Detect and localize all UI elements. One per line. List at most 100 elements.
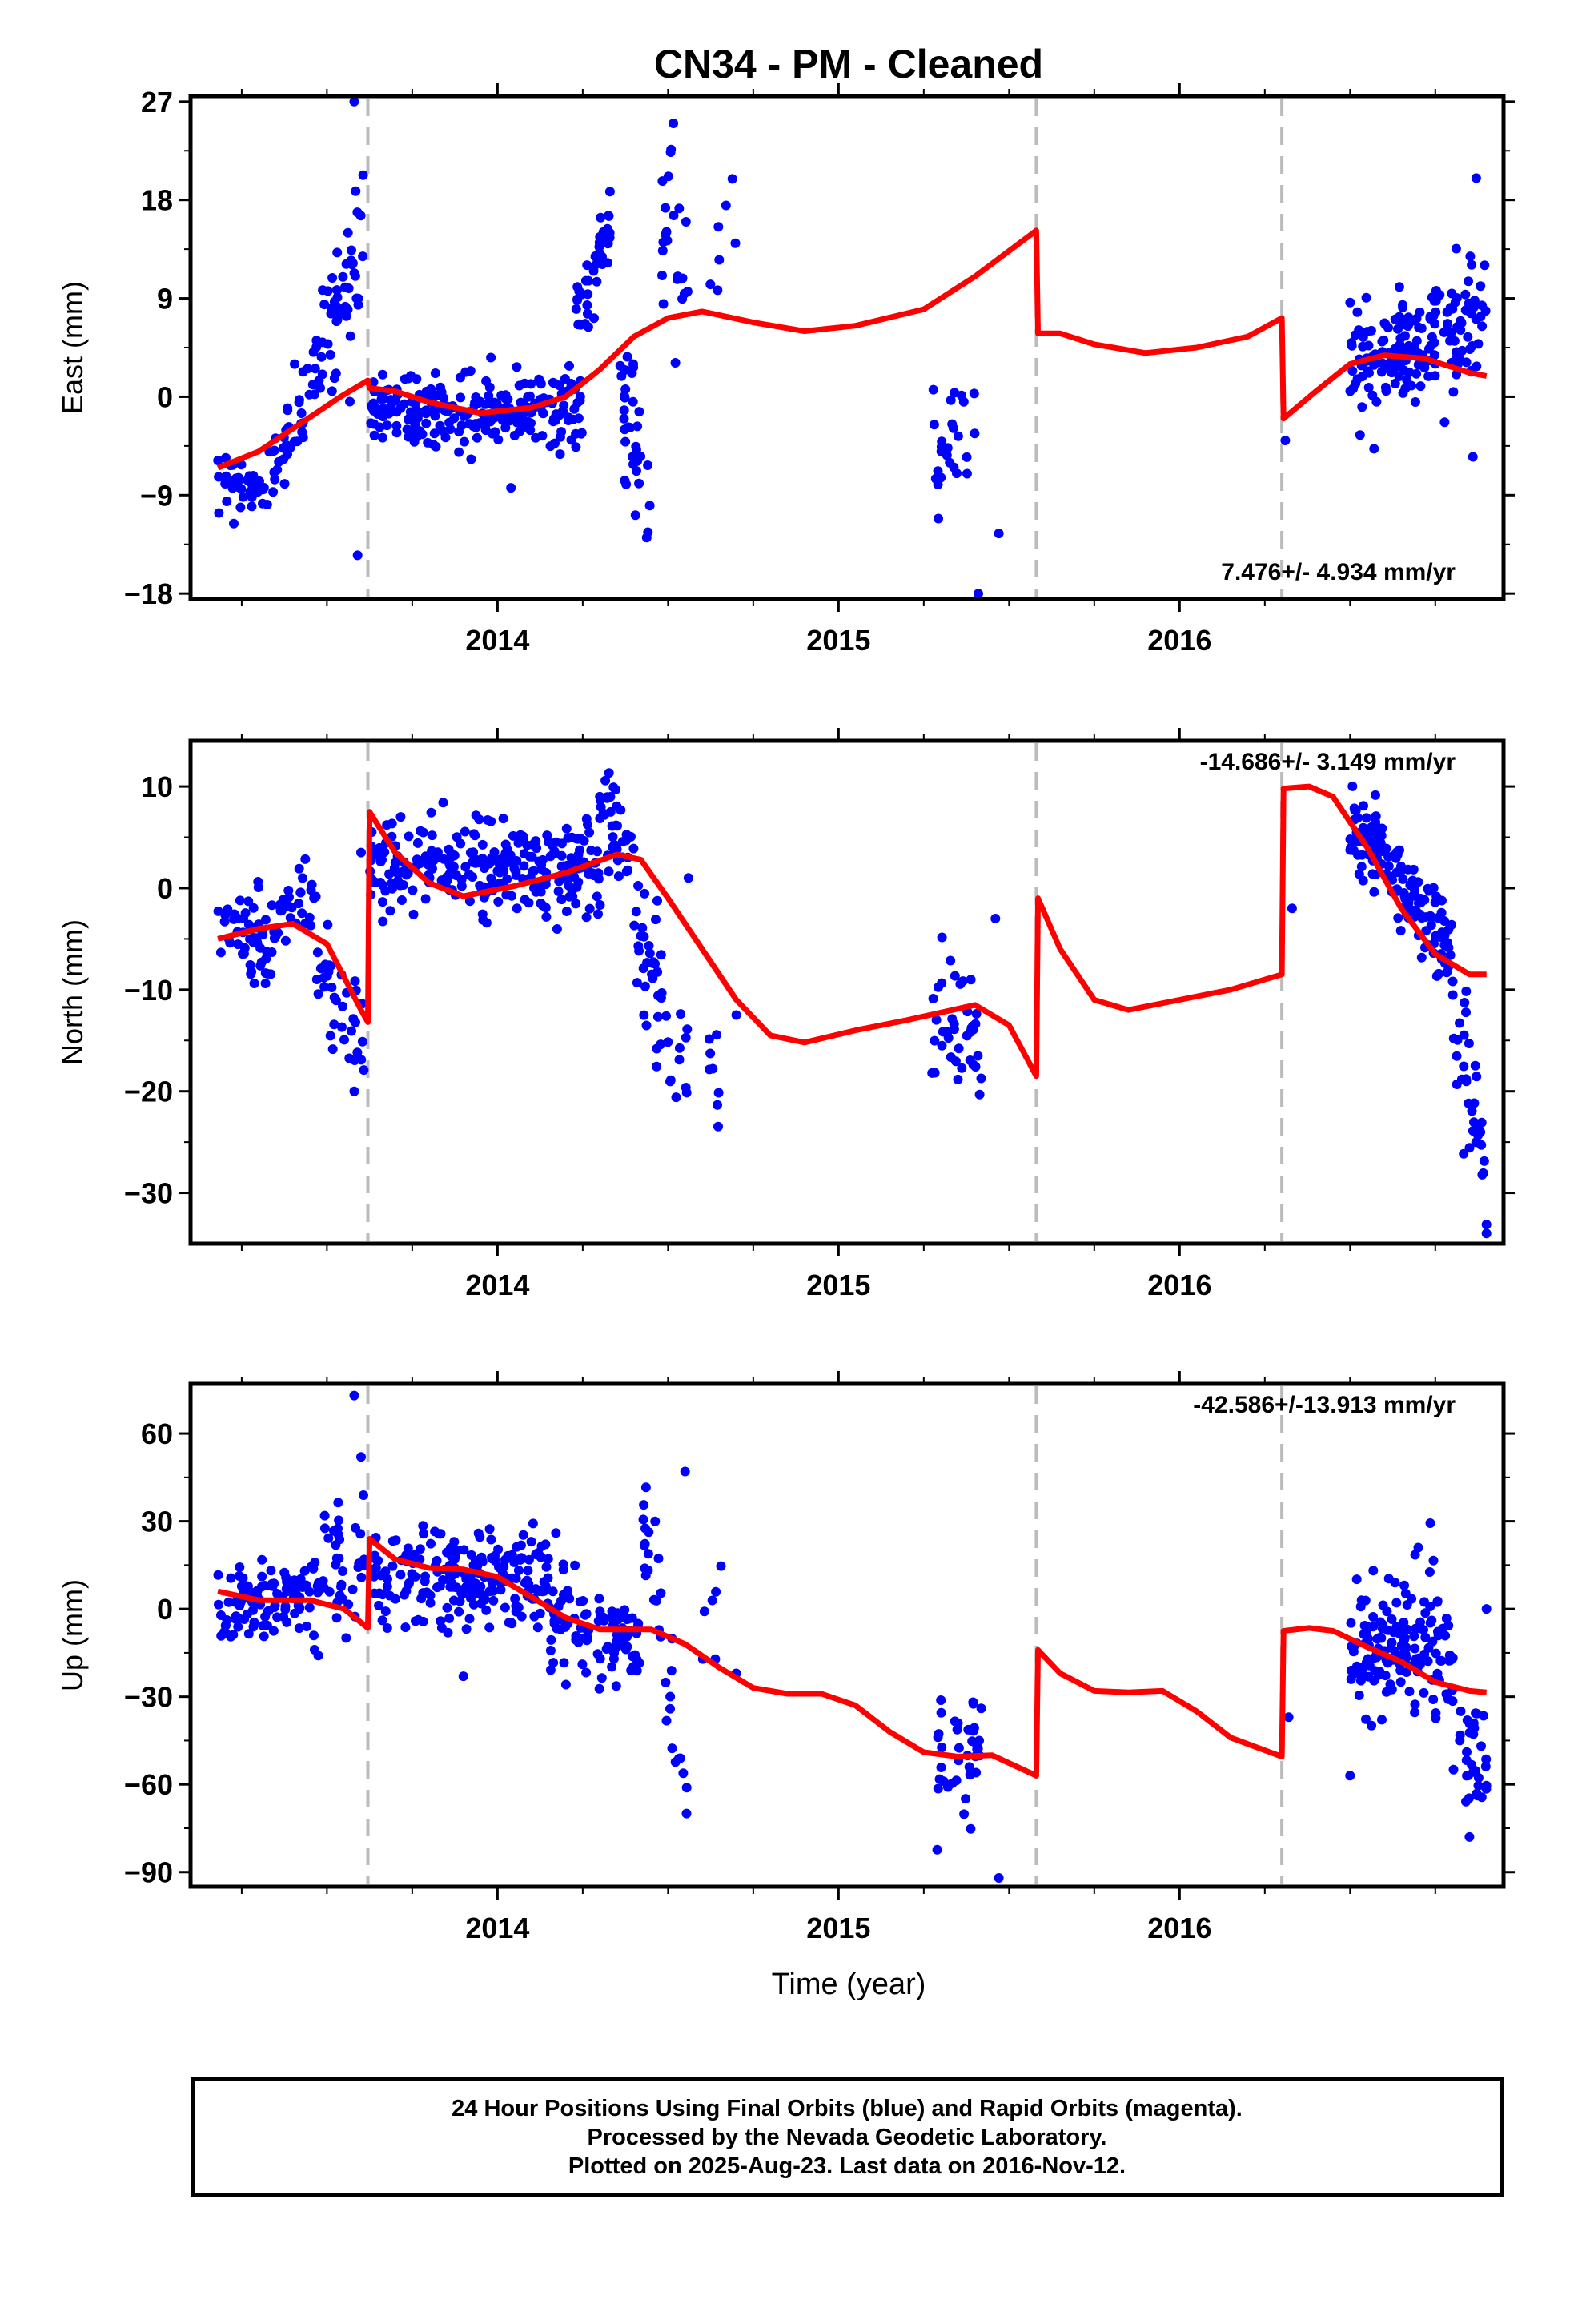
data-point (331, 316, 342, 327)
data-point (375, 422, 385, 432)
data-point (1423, 1642, 1434, 1653)
data-point (559, 1658, 569, 1668)
data-point (338, 1001, 347, 1011)
data-point (950, 1716, 960, 1727)
data-point (214, 508, 224, 518)
data-point (541, 1562, 552, 1572)
data-point (235, 1562, 245, 1572)
data-point (1477, 300, 1488, 311)
data-point (1480, 260, 1490, 271)
data-point (455, 372, 465, 383)
data-point (347, 1026, 356, 1036)
data-point (366, 418, 376, 428)
rate-annotation: 7.476+/- 4.934 mm/yr (1221, 559, 1456, 585)
data-points (213, 96, 1491, 599)
x-tick-label: 2015 (806, 1912, 870, 1944)
data-point (295, 1574, 306, 1584)
data-point (1398, 874, 1408, 884)
data-point (516, 1540, 526, 1550)
data-point (391, 420, 402, 431)
data-point (534, 374, 544, 384)
data-point (946, 395, 956, 405)
data-point (378, 369, 387, 380)
data-point (1470, 1060, 1480, 1071)
data-point (282, 1577, 292, 1587)
data-point (323, 967, 334, 977)
data-point (459, 436, 469, 447)
data-point (522, 416, 532, 427)
data-point (1452, 1035, 1463, 1045)
data-point (452, 870, 462, 881)
data-point (395, 880, 405, 891)
data-point (412, 838, 423, 848)
data-point (379, 847, 390, 858)
plot-frame (188, 738, 1506, 1246)
data-point (549, 378, 560, 388)
data-point (352, 550, 363, 561)
data-point (628, 396, 638, 407)
data-point (962, 468, 972, 479)
data-point (640, 888, 650, 899)
data-point (942, 443, 953, 453)
data-point (369, 430, 379, 440)
data-point (1352, 307, 1363, 317)
data-point (296, 408, 307, 418)
data-point (1447, 990, 1458, 1000)
data-point (1476, 1741, 1486, 1751)
data-point (567, 886, 577, 896)
data-point (1460, 998, 1470, 1007)
data-point (464, 1614, 475, 1624)
data-point (1436, 1655, 1447, 1666)
data-point (1351, 806, 1361, 816)
data-point (316, 352, 327, 362)
data-point (1374, 835, 1384, 846)
data-point (319, 982, 330, 992)
data-point (249, 979, 259, 988)
data-point (549, 1618, 560, 1629)
data-point (480, 422, 490, 432)
data-point (543, 1554, 553, 1564)
data-point (584, 903, 595, 914)
y-tick-label: −60 (124, 1768, 173, 1801)
data-point (310, 1645, 319, 1655)
data-point (352, 1047, 363, 1058)
data-point (344, 1053, 355, 1063)
y-tick-label: −30 (124, 1681, 173, 1714)
data-point (716, 1561, 726, 1571)
data-point (1363, 366, 1373, 376)
data-point (512, 903, 522, 914)
data-point (493, 435, 504, 445)
data-point (612, 801, 622, 811)
data-point (504, 416, 515, 426)
x-tick-label: 2014 (465, 1912, 529, 1944)
data-point (500, 1554, 510, 1565)
data-point (396, 895, 407, 905)
footer-box: 24 Hour Positions Using Final Orbits (bl… (191, 2077, 1504, 2197)
data-point (592, 891, 602, 902)
data-point (1403, 312, 1414, 323)
y-tick-label: −18 (124, 577, 173, 610)
data-point (727, 174, 737, 184)
data-point (1473, 1773, 1484, 1783)
data-point (456, 838, 466, 849)
data-point (596, 1673, 607, 1683)
data-point (438, 798, 448, 808)
data-point (1387, 871, 1397, 882)
data-point (665, 1075, 676, 1085)
data-point (1430, 897, 1440, 907)
data-point (1361, 813, 1371, 823)
data-point (349, 1390, 359, 1401)
data-point (580, 1610, 590, 1620)
data-point (656, 950, 666, 960)
data-point (1361, 1714, 1371, 1724)
data-point (540, 903, 551, 913)
data-point (507, 1550, 517, 1560)
data-point (563, 416, 573, 425)
data-point (494, 1562, 504, 1573)
data-point (350, 271, 360, 281)
data-point (460, 862, 471, 872)
data-point (309, 893, 319, 903)
data-point (298, 367, 308, 377)
data-point (1459, 1148, 1469, 1159)
data-point (1390, 314, 1400, 324)
